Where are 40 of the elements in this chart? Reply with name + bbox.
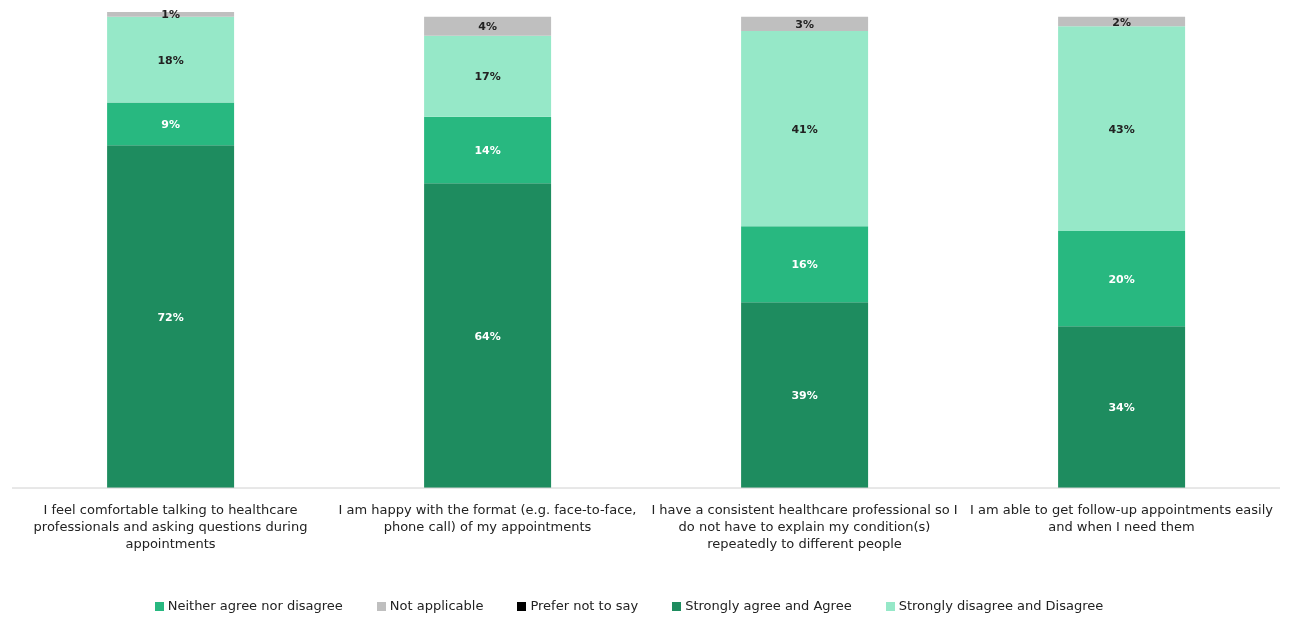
x-tick-label: I feel comfortable talking to healthcare professionals and asking questions during appointments [33, 502, 308, 551]
data-label: 20% [1108, 272, 1135, 286]
data-label: 72% [157, 310, 184, 324]
bar [741, 16, 869, 32]
x-tick-label: I am happy with the format (e.g. face-to-face, phone call) of my appointments [338, 502, 637, 534]
x-tick-label: I am able to get follow-up appointments easily and when I need them [970, 502, 1274, 534]
data-label: 9% [161, 117, 180, 131]
bar [424, 116, 552, 184]
bar [424, 183, 552, 488]
bar [424, 35, 552, 117]
data-label: 14% [474, 144, 501, 158]
data-label: 4% [478, 20, 497, 34]
legend-label: Strongly agree and Agree [685, 598, 852, 613]
data-label: 43% [1108, 122, 1135, 136]
bar [741, 226, 869, 303]
bar [741, 302, 869, 488]
legend-label: Neither agree nor disagree [167, 598, 343, 613]
data-label: 39% [791, 389, 818, 403]
data-label: 34% [1108, 401, 1135, 415]
bar [107, 16, 235, 103]
data-label: 64% [474, 329, 501, 343]
legend-label: Prefer not to say [530, 598, 639, 613]
bar [1058, 326, 1186, 488]
data-label: 17% [474, 70, 501, 84]
legend-label: Not applicable [389, 598, 484, 613]
data-label: 16% [791, 258, 818, 272]
x-tick-label: I have a consistent healthcare professional so I do not have to explain my condition(s) repeatedly to different people [651, 502, 958, 551]
data-label: 3% [795, 17, 814, 31]
bar [741, 31, 869, 227]
data-label: 1% [161, 8, 180, 22]
bar [107, 102, 235, 146]
data-label: 41% [791, 122, 818, 136]
bar [107, 145, 235, 488]
data-label: 18% [157, 53, 184, 67]
bar [1058, 230, 1186, 327]
bar [1058, 26, 1186, 231]
bar [107, 12, 235, 17]
data-label: 2% [1112, 15, 1131, 29]
legend-label: Strongly disagree and Disagree [898, 598, 1104, 613]
bar [424, 16, 552, 36]
